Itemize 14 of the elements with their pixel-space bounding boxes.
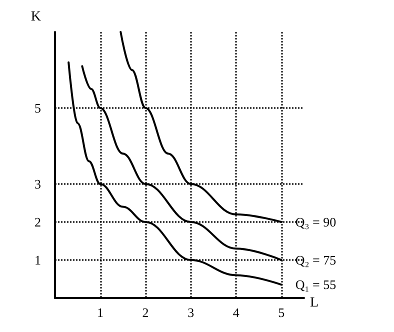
x-tick-label: 1 bbox=[97, 305, 104, 320]
y-axis-title: K bbox=[30, 10, 41, 24]
x-axis-title: L bbox=[310, 296, 319, 310]
x-tick-label: 3 bbox=[188, 305, 194, 320]
x-tick-label: 5 bbox=[278, 305, 285, 320]
y-tick-label: 2 bbox=[34, 214, 41, 230]
x-tick-label: 4 bbox=[232, 305, 240, 320]
series-label: Q₁ = 55 bbox=[295, 277, 336, 292]
y-tick-label: 3 bbox=[34, 176, 41, 192]
y-tick-label: 1 bbox=[34, 252, 41, 268]
series-label: Q₃ = 90 bbox=[295, 214, 336, 230]
series-label: Q₂ = 75 bbox=[295, 252, 336, 268]
y-tick-label: 5 bbox=[34, 100, 41, 116]
x-tick-label: 2 bbox=[142, 305, 149, 320]
